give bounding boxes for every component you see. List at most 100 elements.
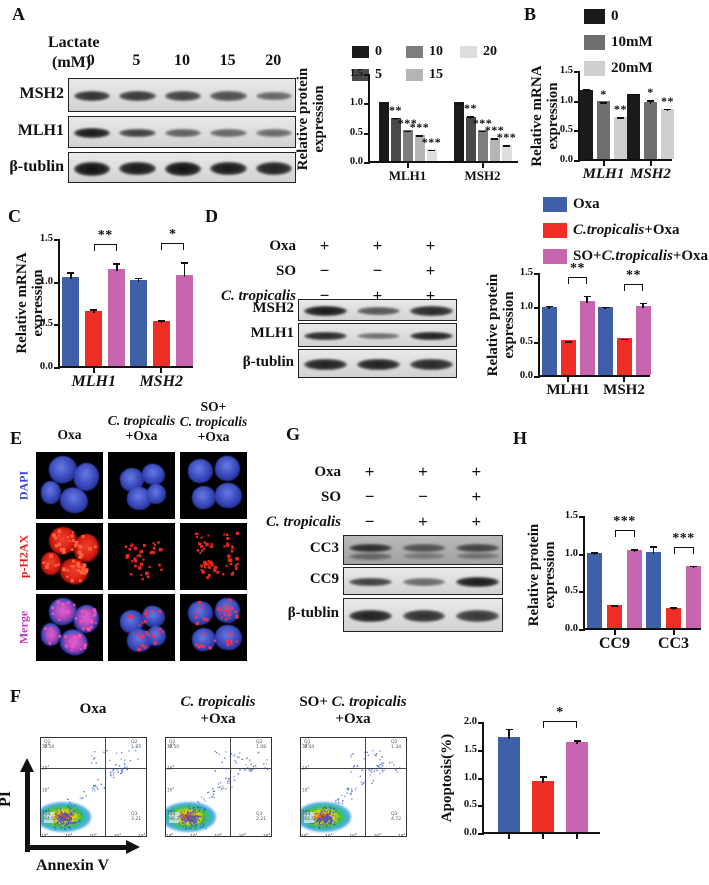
decorative: Q2	[131, 740, 138, 745]
blot-band	[255, 91, 293, 101]
micrograph-ph2ax-col1	[108, 523, 175, 590]
x-tick	[508, 834, 510, 839]
flow-x-tick: 102	[214, 832, 222, 837]
bar-C.tropicalis+Oxa	[532, 780, 554, 832]
micrograph-dapi-col0	[36, 452, 103, 519]
y-tick-label: 1.5	[349, 68, 363, 79]
chart-A_protein: 0.0 0.5 1.0 1.5 ** *** *** *** MLH1 ** *** *** *** MS…	[350, 68, 518, 183]
decorative: +Oxa	[672, 248, 709, 264]
decorative: 4	[172, 742, 175, 746]
bar-Oxa	[541, 307, 557, 375]
significance-mark: **	[614, 102, 627, 117]
pi-axis-label: PI	[0, 791, 14, 807]
category-label-MLH1: MLH1	[388, 168, 427, 183]
decorative: 1.85	[131, 745, 142, 751]
significance-bracket	[93, 244, 117, 252]
decorative: SO+	[573, 248, 602, 264]
header-line: +Oxa	[148, 711, 288, 728]
decorative: Q2	[256, 740, 263, 745]
legend-item-3: 15	[406, 63, 460, 86]
decorative: 1.08	[256, 745, 267, 751]
y-tick	[478, 833, 484, 835]
blot-band	[410, 331, 453, 341]
y-tick-label: 1.0	[463, 771, 477, 783]
error-bar	[508, 728, 510, 739]
decorative: 3	[119, 832, 122, 836]
y-tick-label: 1.5	[39, 233, 53, 244]
blot-band	[456, 577, 499, 587]
decorative: Q4	[169, 812, 176, 817]
y-tick	[534, 341, 540, 344]
a-chart-ylabel: Relative protein expression	[295, 54, 327, 184]
blot-band	[349, 543, 392, 553]
chart-F_apoptosis: 0.0 0.5 1.0 1.5 2.0 *	[464, 705, 600, 839]
x-tick	[602, 161, 605, 166]
y-tick	[534, 273, 540, 275]
blot-row-label-D: MSH2	[252, 300, 294, 316]
flow-x-tick: 100	[166, 832, 174, 837]
error-bar-cap	[90, 309, 98, 311]
y-tick-label: 0.5	[559, 124, 573, 136]
quadrant-label-Q3: Q3 4.72	[391, 812, 401, 823]
significance-mark: **	[389, 102, 402, 117]
lactate-dose-20: 20	[265, 52, 282, 69]
decorative: 1	[172, 808, 175, 812]
condition-value-G-2-0: −	[364, 512, 375, 531]
decorative: C.tropicalis	[601, 248, 673, 264]
x-tick	[576, 834, 578, 839]
flow-x-tick: 103	[373, 832, 382, 837]
gate-vline	[230, 738, 232, 836]
speckle-dots	[180, 594, 181, 595]
decorative: 0	[611, 8, 619, 24]
y-tick-label: 0.5	[564, 585, 578, 597]
blot-band	[349, 577, 392, 587]
decorative: 1	[47, 808, 50, 812]
flow-y-tick: 104	[42, 742, 50, 749]
bar-0	[453, 102, 464, 161]
scatter-dots	[166, 738, 167, 739]
bar-Oxa	[498, 736, 520, 832]
decorative: Oxa	[269, 238, 296, 254]
decorative: 2	[219, 832, 222, 836]
quadrant-label-Q1: Q1 0.44	[304, 740, 314, 751]
lactate-dose-10: 10	[174, 52, 190, 69]
y-tick	[574, 71, 580, 73]
error-bar-cap	[467, 116, 474, 118]
decorative: 1	[195, 832, 198, 836]
y-tick	[478, 749, 484, 752]
decorative: 3	[307, 764, 310, 768]
header-line: +Oxa	[87, 428, 197, 444]
quadrant-label-Q1: Q1 0.54	[44, 740, 54, 751]
blot-band	[357, 332, 400, 340]
blot-band	[357, 306, 400, 316]
y-tick-label: 0.5	[349, 126, 363, 138]
micrograph-merge-col2	[180, 594, 247, 661]
cd-chart-legend: Oxa C.tropicalis +Oxa SO+ C.tropicalis +Oxa	[543, 196, 708, 265]
decorative: Relative mRNA	[528, 65, 545, 167]
e-row-label-Merge: Merge	[16, 610, 31, 644]
decorative: 10	[429, 43, 443, 59]
nucleus	[41, 481, 62, 505]
nucleus	[212, 453, 243, 484]
x-tick	[649, 161, 652, 166]
flow-x-tick: 101	[65, 832, 73, 837]
panel-h-label: H	[513, 428, 528, 448]
error-bar-cap	[647, 100, 654, 102]
legend-swatch	[543, 223, 567, 238]
flow-y-tick: 101	[167, 808, 175, 815]
decorative: 4.72	[391, 817, 402, 823]
speckle-dots	[36, 523, 37, 524]
c-chart-ylabel: Relative mRNA expression	[14, 238, 46, 368]
blot-D-2	[298, 349, 457, 378]
gate-hline	[41, 768, 146, 769]
blot-row-label-G: CC3	[309, 540, 339, 556]
quadrant-label-Q4: Q4 94.6	[44, 812, 55, 823]
decorative: Q1	[304, 740, 311, 745]
significance-bracket	[673, 546, 694, 554]
legend-item-4: 20	[460, 40, 514, 63]
header-line: +Oxa	[283, 711, 423, 728]
decorative: Q4	[304, 812, 311, 817]
decorative: 2	[172, 786, 175, 790]
decorative: C.tropicalis	[573, 222, 645, 238]
y-tick-label: 1.0	[559, 94, 573, 106]
